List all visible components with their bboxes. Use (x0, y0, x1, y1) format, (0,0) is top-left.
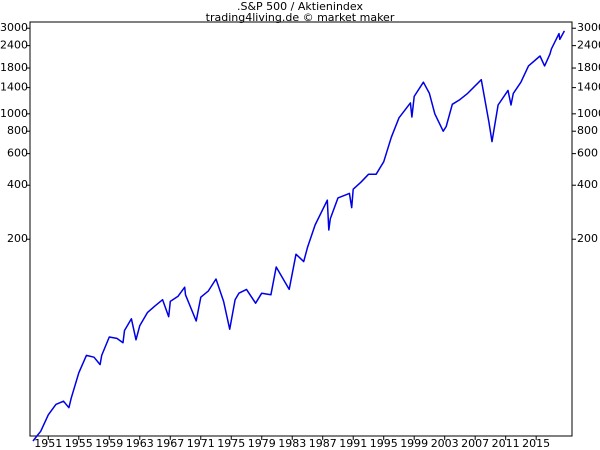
y-tick-label: 200 (7, 232, 28, 245)
y-tick-label: 1000 (0, 107, 28, 120)
x-tick-label: 1975 (217, 437, 245, 450)
chart-title: .S&P 500 / Aktienindex (237, 0, 363, 13)
y2-tick-label: 200 (577, 232, 598, 245)
y2-tick-label: 1800 (577, 61, 600, 74)
x-tick-label: 1967 (156, 437, 184, 450)
chart-subtitle: trading4living.de © market maker (206, 11, 395, 24)
x-tick-label: 1959 (95, 437, 123, 450)
y2-tick-label: 3000 (577, 21, 600, 34)
y-tick-label: 1800 (0, 61, 28, 74)
y2-tick-label: 2400 (577, 39, 600, 52)
x-tick-label: 2007 (461, 437, 489, 450)
y2-tick-label: 600 (577, 147, 598, 160)
y2-tick-label: 800 (577, 124, 598, 137)
x-tick-label: 1955 (65, 437, 93, 450)
x-tick-label: 1971 (187, 437, 215, 450)
x-tick-label: 2011 (492, 437, 520, 450)
y-tick-label: 2400 (0, 39, 28, 52)
y-tick-label: 3000 (0, 21, 28, 34)
y-tick-label: 800 (7, 124, 28, 137)
x-tick-label: 1999 (400, 437, 428, 450)
y-tick-label: 600 (7, 147, 28, 160)
x-tick-label: 1983 (278, 437, 306, 450)
y2-tick-label: 1000 (577, 107, 600, 120)
y-tick-label: 1400 (0, 81, 28, 94)
x-tick-label: 1995 (370, 437, 398, 450)
x-tick-label: 1963 (126, 437, 154, 450)
plot-frame (29, 21, 573, 437)
x-tick-label: 1987 (309, 437, 337, 450)
line-series (32, 30, 566, 442)
x-tick-label: 2015 (522, 437, 550, 450)
y-tick-label: 400 (7, 178, 28, 191)
x-tick-label: 1991 (339, 437, 367, 450)
x-tick-label: 1951 (34, 437, 62, 450)
x-tick-label: 2003 (431, 437, 459, 450)
x-tick-label: 1979 (248, 437, 276, 450)
y2-tick-label: 400 (577, 178, 598, 191)
y2-tick-label: 1400 (577, 81, 600, 94)
